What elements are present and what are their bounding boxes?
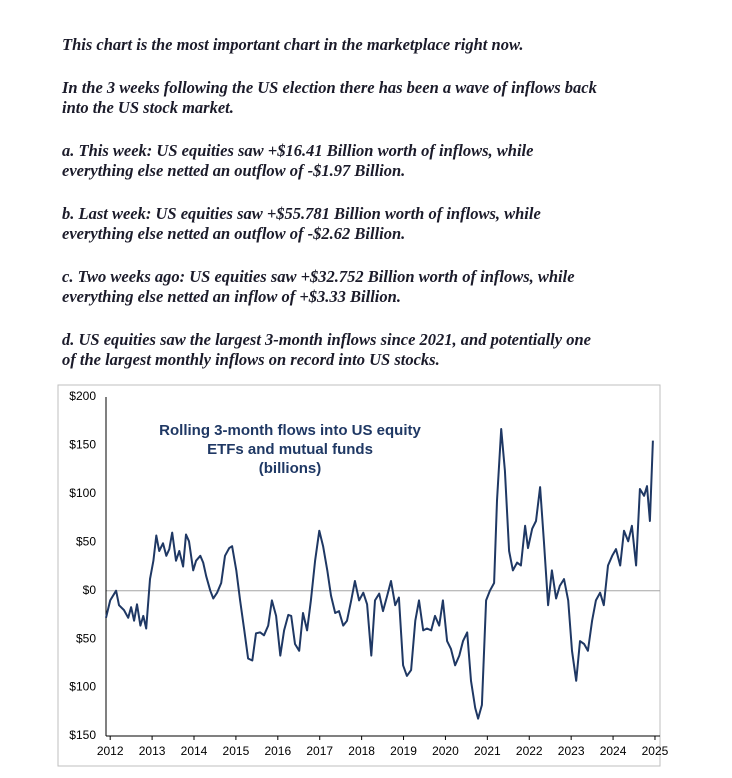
y-tick-label: $50 [76, 534, 96, 548]
y-tick-label: $150 [69, 728, 96, 742]
text-line: into the US stock market. [62, 98, 234, 117]
annotation: (billions) [259, 460, 322, 477]
text-line: of the largest monthly inflows on record… [62, 350, 440, 369]
y-tick-label: $150 [69, 438, 96, 452]
x-tick-label: 2013 [139, 744, 166, 758]
annotation: Rolling 3-month flows into US equity [159, 422, 421, 439]
text-line: d. US equities saw the largest 3-month i… [62, 330, 591, 349]
x-tick-label: 2021 [474, 744, 501, 758]
chart-frame [57, 384, 661, 767]
x-tick-label: 2022 [516, 744, 543, 758]
paragraph: c. Two weeks ago: US equities saw +$32.7… [62, 267, 712, 307]
x-tick-label: 2016 [264, 744, 291, 758]
text-line: everything else netted an outflow of -$2… [62, 224, 406, 243]
text-line: b. Last week: US equities saw +$55.781 B… [62, 204, 541, 223]
y-tick-label: $50 [76, 631, 96, 645]
text-line: c. Two weeks ago: US equities saw +$32.7… [62, 267, 575, 286]
text-line: everything else netted an outflow of -$1… [62, 161, 406, 180]
x-tick-label: 2012 [97, 744, 124, 758]
paragraph: This chart is the most important chart i… [62, 35, 712, 55]
annotation: ETFs and mutual funds [207, 441, 373, 458]
paragraph: a. This week: US equities saw +$16.41 Bi… [62, 141, 712, 181]
x-tick-label: 2017 [306, 744, 333, 758]
x-tick-label: 2020 [432, 744, 459, 758]
x-tick-label: 2014 [181, 744, 208, 758]
data-line [105, 428, 654, 720]
x-tick-label: 2015 [223, 744, 250, 758]
x-tick-label: 2024 [600, 744, 627, 758]
x-tick-label: 2025 [642, 744, 669, 758]
paragraph: d. US equities saw the largest 3-month i… [62, 330, 712, 370]
paragraph: In the 3 weeks following the US election… [62, 78, 712, 118]
y-tick-label: $0 [83, 583, 97, 597]
text-line: a. This week: US equities saw +$16.41 Bi… [62, 141, 534, 160]
text-line: everything else netted an inflow of +$3.… [62, 287, 401, 306]
text-line: This chart is the most important chart i… [62, 35, 524, 54]
paragraph: b. Last week: US equities saw +$55.781 B… [62, 204, 712, 244]
y-tick-label: $100 [69, 486, 96, 500]
text-line: In the 3 weeks following the US election… [62, 78, 597, 97]
y-tick-label: $200 [69, 389, 96, 403]
y-tick-label: $100 [69, 680, 96, 694]
x-tick-label: 2019 [390, 744, 417, 758]
x-tick-label: 2018 [348, 744, 375, 758]
x-tick-label: 2023 [558, 744, 585, 758]
text-block: This chart is the most important chart i… [62, 35, 712, 393]
